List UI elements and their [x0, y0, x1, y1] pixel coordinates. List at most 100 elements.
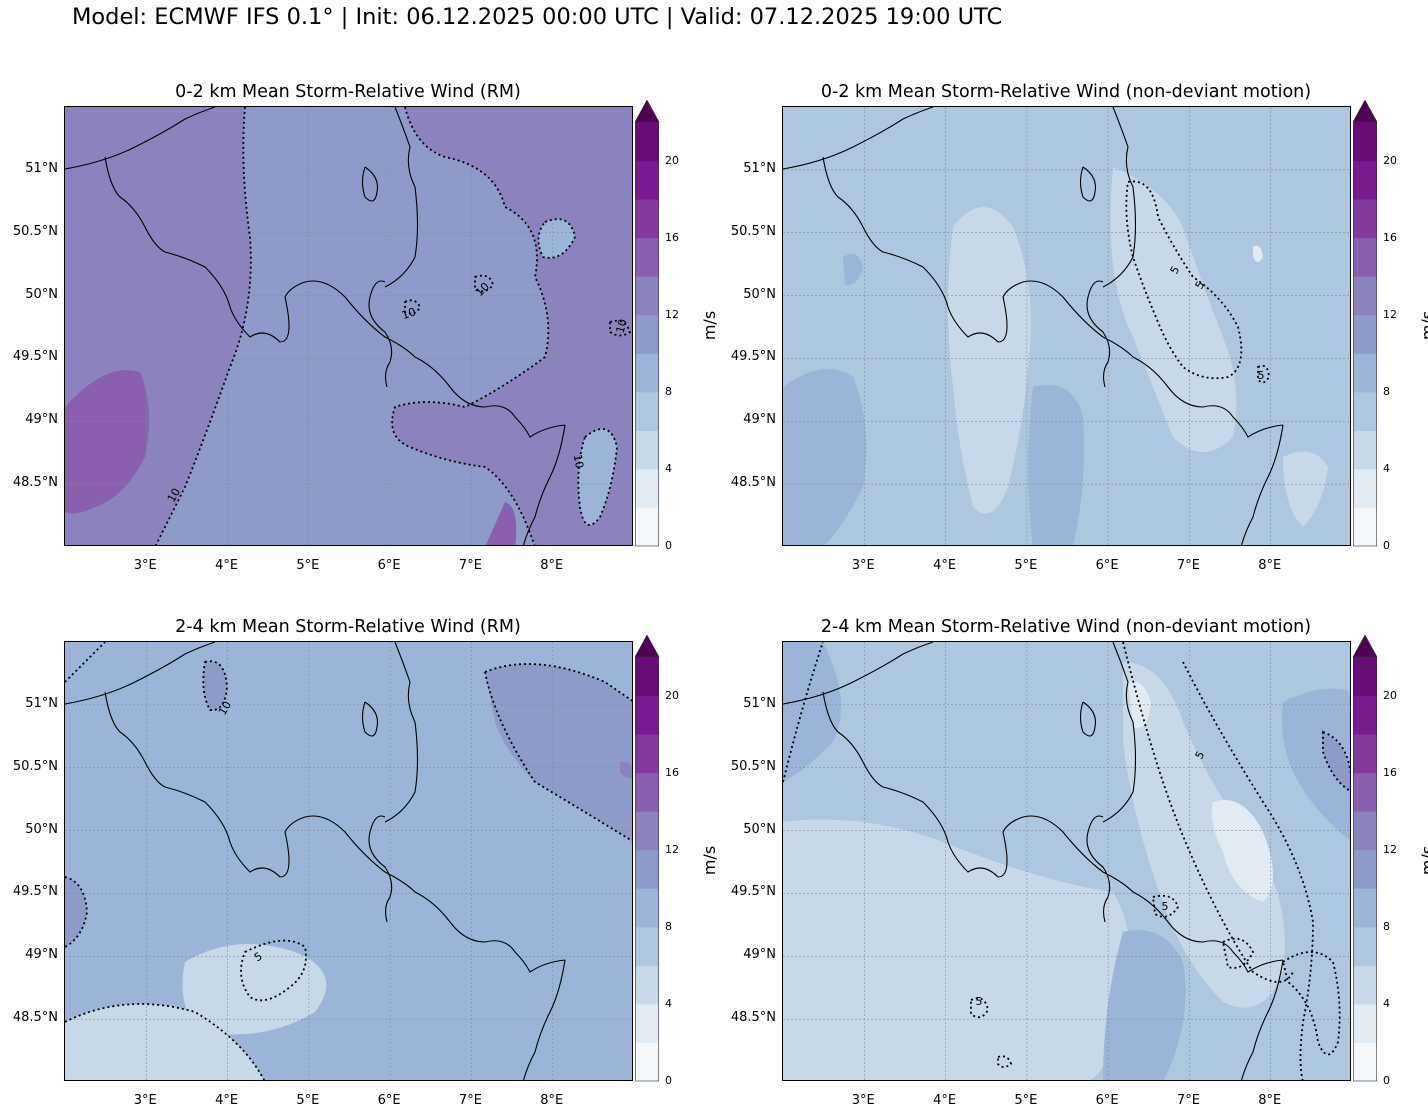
wind-speed-fill	[1103, 930, 1186, 1080]
lat-tick-label: 49.5°N	[12, 349, 58, 365]
contour-line	[577, 428, 618, 526]
contour-line	[1257, 364, 1270, 384]
colorbar-tick-label: 20	[1383, 688, 1397, 702]
wind-speed-fill	[783, 369, 867, 545]
colorbar-swatch	[635, 888, 659, 928]
colorbar-tick-label: 8	[665, 919, 672, 933]
colorbar-tick-label: 4	[665, 996, 672, 1010]
colorbar-swatch	[1353, 695, 1377, 735]
colorbar-swatch	[635, 695, 659, 735]
colorbar-tick-label: 4	[1383, 996, 1390, 1010]
colorbar-swatch	[635, 849, 659, 889]
country-border	[65, 642, 216, 705]
contour-line	[997, 1055, 1013, 1068]
country-border	[361, 701, 379, 737]
lon-tick-label: 5°E	[296, 1093, 320, 1108]
lat-tick-label: 49.5°N	[730, 884, 776, 900]
colorbar-swatch	[635, 122, 659, 162]
colorbar-swatch	[1353, 1003, 1377, 1043]
colorbar-swatch	[635, 734, 659, 774]
colorbar-tick-label: 12	[665, 842, 679, 856]
wind-speed-fill	[485, 502, 517, 545]
wind-speed-fill	[1283, 451, 1328, 527]
panel-2-colorbar	[1352, 99, 1379, 552]
wind-speed-fill	[1281, 688, 1350, 841]
colorbar-swatch	[1353, 849, 1377, 889]
country-border	[368, 815, 393, 923]
lat-tick-label: 51°N	[25, 695, 58, 711]
country-border	[783, 107, 934, 170]
panel-3-title: 2-4 km Mean Storm-Relative Wind (RM)	[175, 617, 521, 637]
colorbar-swatch	[635, 314, 659, 354]
colorbar-swatch	[1353, 811, 1377, 851]
lat-tick-label: 48.5°N	[730, 475, 776, 491]
lon-tick-label: 7°E	[1176, 558, 1200, 573]
colorbar-tick-label: 16	[1383, 230, 1397, 244]
contour-line	[65, 642, 106, 683]
lat-tick-label: 49.5°N	[730, 349, 776, 365]
colorbar-swatch	[635, 160, 659, 200]
contour-line	[404, 299, 422, 315]
contour-label: 10	[400, 305, 418, 322]
colorbar-tick-label: 0	[665, 1074, 672, 1087]
colorbar-swatch	[635, 926, 659, 966]
wind-speed-fill	[485, 664, 632, 841]
lat-tick-label: 48.5°N	[12, 1010, 58, 1026]
contour-line	[970, 997, 989, 1019]
contour-label: 10	[216, 699, 234, 718]
colorbar-tick-label: 4	[1383, 461, 1390, 475]
contour-line	[1122, 642, 1294, 983]
wind-speed-fill	[65, 1004, 264, 1080]
colorbar-extend-triangle	[1352, 634, 1378, 658]
lon-tick-label: 8°E	[1258, 1093, 1282, 1108]
colorbar-swatch	[635, 657, 659, 697]
lon-tick-label: 8°E	[1258, 558, 1282, 573]
lat-tick-label: 51°N	[743, 160, 776, 176]
wind-speed-fill	[65, 692, 273, 920]
lon-tick-label: 5°E	[296, 558, 320, 573]
country-border	[1086, 280, 1111, 388]
panel-1-map: 10 10 10 10 10	[64, 106, 633, 546]
contour-line	[609, 319, 632, 337]
contour-label: 5	[1258, 369, 1265, 382]
colorbar-tick-label: 16	[665, 765, 679, 779]
lon-tick-label: 6°E	[377, 1093, 401, 1108]
colorbar-tick-label: 20	[665, 688, 679, 702]
lon-tick-label: 4°E	[933, 558, 957, 573]
wind-speed-fill	[1253, 245, 1263, 262]
lat-tick-label: 49°N	[25, 412, 58, 428]
country-border	[65, 107, 216, 170]
colorbar-frame	[1353, 656, 1377, 1082]
colorbar-tick-label: 20	[665, 153, 679, 167]
contour-line	[65, 876, 88, 948]
lon-tick-label: 5°E	[1014, 1093, 1038, 1108]
colorbar-swatch	[1353, 314, 1377, 354]
contour-line	[240, 939, 307, 1002]
country-border	[384, 642, 419, 823]
country-border	[104, 156, 566, 438]
colorbar-swatch	[1353, 276, 1377, 316]
lat-tick-label: 50.5°N	[730, 758, 776, 774]
country-border	[522, 959, 566, 1080]
colorbar-extend-triangle	[634, 634, 660, 658]
colorbar-frame	[635, 121, 659, 547]
colorbar-swatch	[1353, 237, 1377, 277]
lat-tick-label: 50°N	[25, 286, 58, 302]
lat-tick-label: 48.5°N	[730, 1010, 776, 1026]
colorbar-tick-label: 20	[1383, 153, 1397, 167]
colorbar-tick-label: 4	[665, 461, 672, 475]
panel-3-colorbar	[634, 634, 661, 1087]
colorbar-swatch	[635, 353, 659, 393]
lon-tick-label: 4°E	[215, 558, 239, 573]
country-border	[1079, 701, 1097, 737]
panel-2-title: 0-2 km Mean Storm-Relative Wind (non-dev…	[820, 82, 1312, 102]
colorbar-swatch	[1353, 160, 1377, 200]
colorbar-unit-label: m/s	[1418, 845, 1428, 876]
colorbar-swatch	[1353, 468, 1377, 508]
contour-label: 10	[614, 318, 630, 335]
contour-label: 5	[1162, 900, 1169, 913]
lon-tick-label: 7°E	[458, 1093, 482, 1108]
colorbar-tick-label: 12	[1383, 307, 1397, 321]
country-border	[1079, 166, 1097, 202]
